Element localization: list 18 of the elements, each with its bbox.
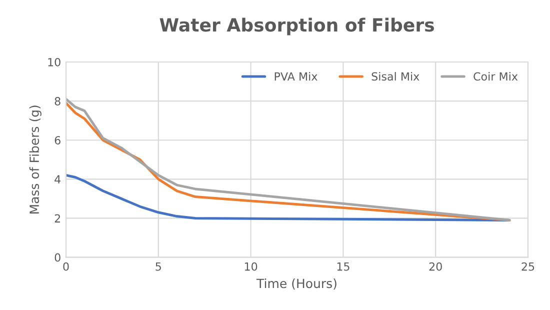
y-tick-label: 8 bbox=[54, 97, 60, 106]
legend-label: Coir Mix bbox=[474, 72, 518, 81]
y-tick-label: 10 bbox=[48, 58, 60, 66]
x-tick-label: 25 bbox=[522, 262, 534, 271]
x-tick-label: 20 bbox=[429, 262, 442, 271]
x-tick-label: 15 bbox=[337, 262, 350, 271]
x-axis-title: Time (Hours) bbox=[256, 278, 336, 290]
y-tick-label: 4 bbox=[54, 175, 61, 184]
chart-title: Water Absorption of Fibers bbox=[160, 18, 434, 36]
y-tick-label: 6 bbox=[54, 136, 60, 144]
x-tick-label: 5 bbox=[156, 262, 161, 271]
x-tick-label: 10 bbox=[244, 262, 258, 271]
y-tick-label: 2 bbox=[54, 214, 60, 222]
y-tick-label: 0 bbox=[54, 253, 60, 262]
legend-label: PVA Mix bbox=[274, 72, 318, 80]
y-axis-title: Mass of Fibers (g) bbox=[29, 106, 42, 214]
x-tick-label: 0 bbox=[63, 262, 69, 271]
legend-label: Sisal Mix bbox=[372, 72, 420, 81]
